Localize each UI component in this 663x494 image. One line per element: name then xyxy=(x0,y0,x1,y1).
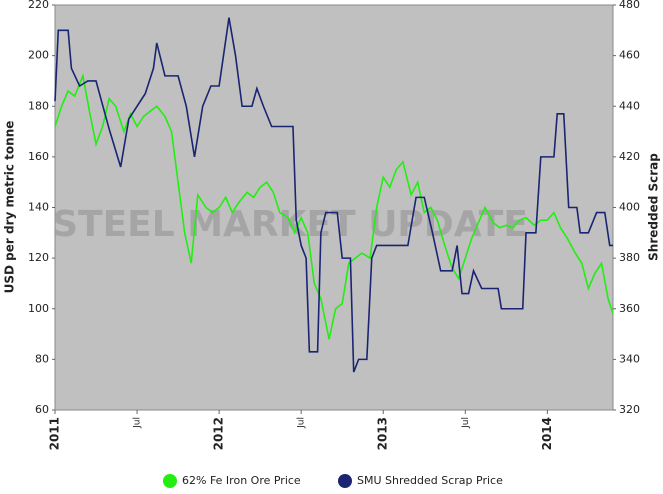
legend-marker xyxy=(163,474,177,488)
y-tick-label: 60 xyxy=(35,403,49,416)
line xyxy=(54,73,614,340)
x-tick-label: 2012 xyxy=(212,417,226,450)
y2-tick-label: 320 xyxy=(619,403,640,416)
legend-label: 62% Fe Iron Ore Price xyxy=(182,474,301,487)
y2-tick-label: 460 xyxy=(619,49,640,62)
y-tick-label: 80 xyxy=(35,352,49,365)
y-tick-label: 180 xyxy=(28,99,49,112)
y-tick-label: 100 xyxy=(28,302,49,315)
y2-tick-label: 420 xyxy=(619,150,640,163)
plot-area xyxy=(54,4,614,411)
y2-tick-label: 360 xyxy=(619,302,640,315)
x-tick-label: Jul xyxy=(297,417,307,429)
y-axis-label: USD per dry metric tonne xyxy=(3,121,17,294)
x-tick-label: 2011 xyxy=(48,417,62,450)
watermark: STEEL MARKET UPDATE xyxy=(52,204,528,245)
y-tick-label: 140 xyxy=(28,201,49,214)
x-tick-label: 2013 xyxy=(376,417,390,450)
legend-label: SMU Shredded Scrap Price xyxy=(357,474,503,487)
y2-tick-label: 380 xyxy=(619,251,640,264)
y2-tick-label: 480 xyxy=(619,0,640,11)
y-tick-label: 220 xyxy=(28,0,49,11)
line xyxy=(54,17,613,373)
y-tick-label: 160 xyxy=(28,150,49,163)
y2-tick-label: 440 xyxy=(619,99,640,112)
x-tick-label: Jul xyxy=(133,417,143,429)
y-tick-label: 120 xyxy=(28,251,49,264)
y2-tick-label: 400 xyxy=(619,201,640,214)
y2-axis-label: Shredded Scrap xyxy=(647,153,661,261)
x-tick-label: Jul xyxy=(461,417,471,429)
legend-marker xyxy=(338,474,352,488)
y-tick-label: 200 xyxy=(28,49,49,62)
x-tick-label: 2014 xyxy=(540,417,554,450)
y2-tick-label: 340 xyxy=(619,352,640,365)
